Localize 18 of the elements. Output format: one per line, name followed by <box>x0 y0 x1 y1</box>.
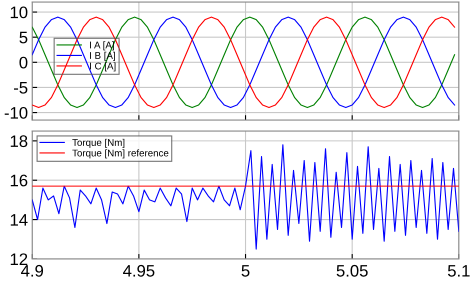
y-tick-label: 0 <box>19 56 28 69</box>
y-tick-label: 14 <box>10 214 28 226</box>
y-tick-label: 16 <box>10 174 28 186</box>
y-tick-label: 5 <box>19 32 28 44</box>
x-tick-label: 4.9 <box>21 264 44 277</box>
y-tick-label: 12 <box>10 253 28 265</box>
y-tick-label: -5 <box>14 82 28 94</box>
legend-label: I C [A] <box>90 62 116 72</box>
y-tick-label: 18 <box>10 135 28 148</box>
line-series <box>32 16 456 108</box>
x-tick-label: 4.95 <box>123 264 154 277</box>
y-tick-label: 10 <box>10 6 28 18</box>
y-tick-label: -10 <box>4 106 28 119</box>
legend-label: Torque [Nm] <box>72 138 124 148</box>
legend-label: Torque [Nm] reference <box>72 149 168 158</box>
x-tick-label: 5.05 <box>336 264 368 277</box>
x-tick-label: 5 <box>242 265 250 277</box>
x-tick-label: 5.1 <box>448 265 470 277</box>
